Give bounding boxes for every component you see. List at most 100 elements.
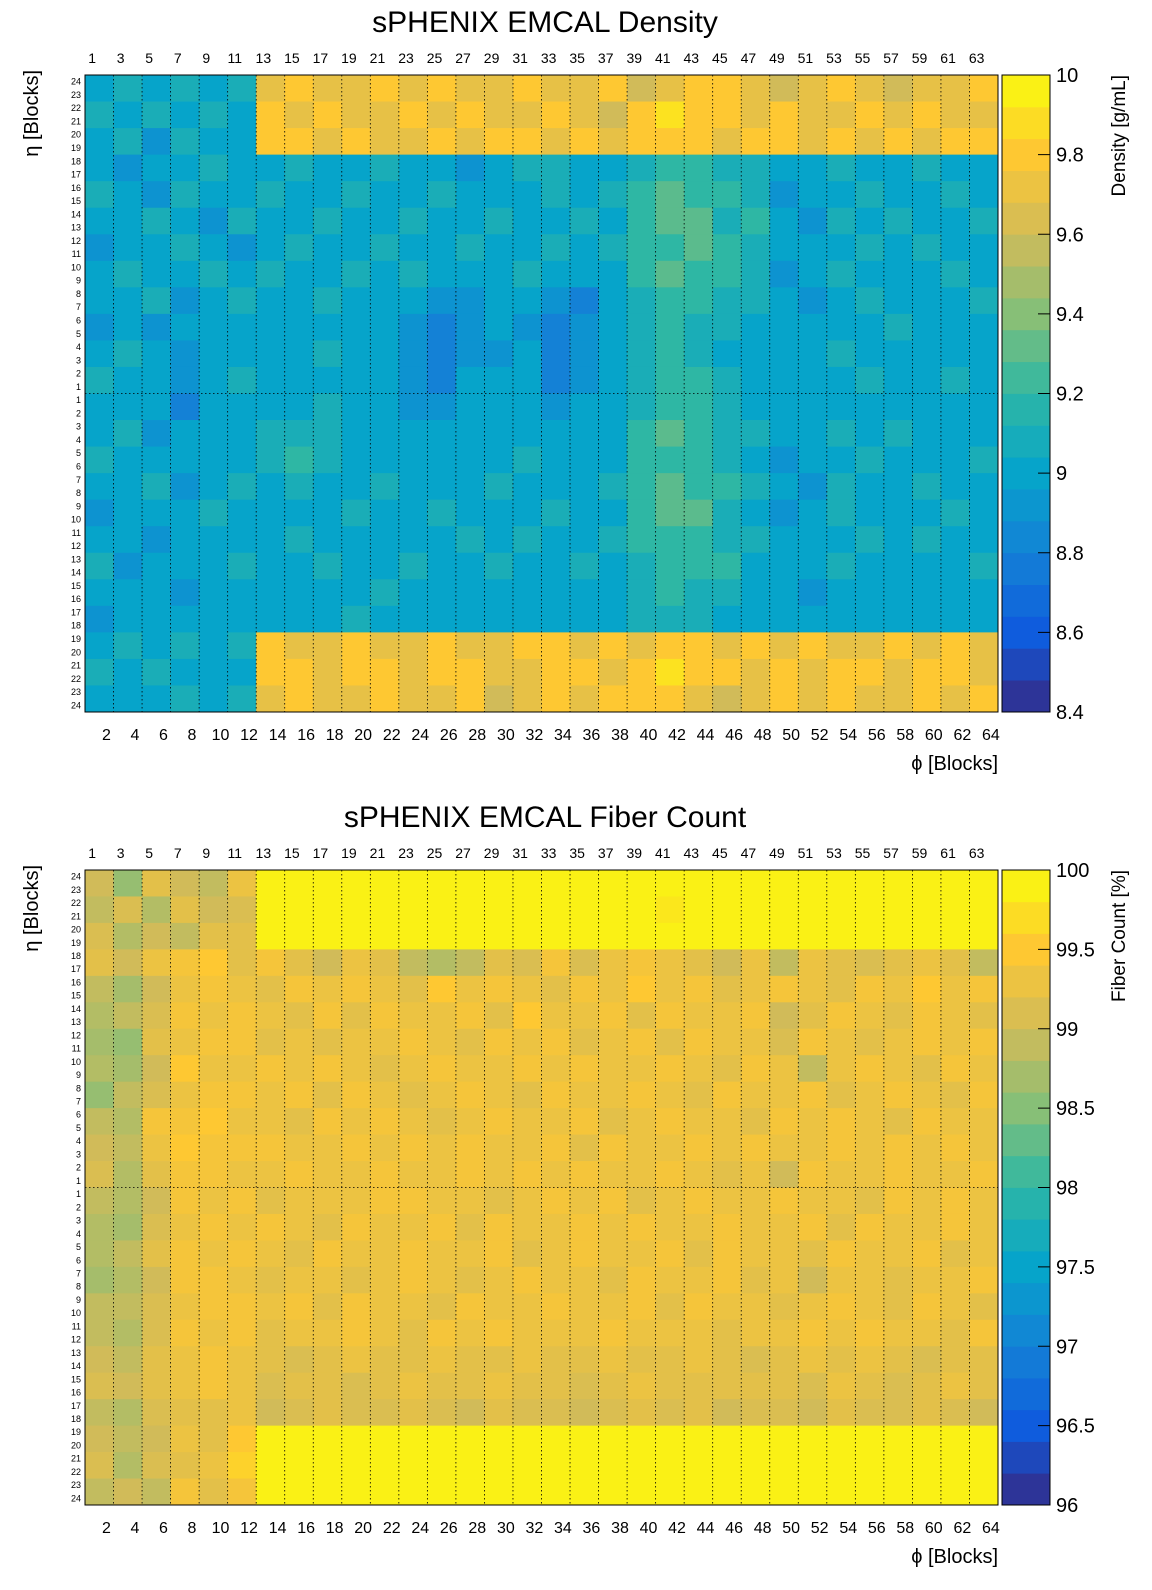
heatmap-cell	[940, 658, 970, 686]
heatmap-cell	[256, 1187, 286, 1215]
heatmap-cell	[940, 1108, 970, 1135]
heatmap-cell	[512, 101, 542, 129]
heatmap-cell	[227, 896, 257, 924]
heatmap-cell	[655, 685, 685, 713]
heatmap-cell	[912, 1081, 942, 1109]
heatmap-cell	[826, 446, 856, 474]
heatmap-cell	[940, 1081, 970, 1109]
heatmap-cell	[655, 1425, 685, 1453]
heatmap-cell	[684, 1240, 714, 1268]
heatmap-cell	[798, 922, 828, 950]
heatmap-cell	[170, 420, 200, 447]
heatmap-cell	[798, 552, 828, 580]
heatmap-cell	[227, 1478, 257, 1506]
heatmap-cell	[598, 526, 628, 554]
heatmap-cell	[655, 234, 685, 262]
heatmap-cell	[199, 1266, 229, 1294]
heatmap-cell	[798, 234, 828, 262]
heatmap-cell	[256, 473, 286, 501]
heatmap-cell	[256, 1161, 286, 1188]
heatmap-cell	[769, 313, 799, 341]
colorbar-tick-label: 9.6	[1056, 224, 1084, 246]
colorbar-band	[1002, 361, 1050, 394]
x-bottom-tick-label: 44	[697, 727, 715, 744]
heatmap-cell	[769, 870, 799, 897]
heatmap-cell	[341, 1346, 371, 1374]
heatmap-cell	[969, 1293, 999, 1321]
heatmap-cell	[655, 1346, 685, 1374]
y-tick-label: 12	[71, 1030, 81, 1040]
heatmap-cell	[341, 101, 371, 129]
heatmap-cell	[826, 101, 856, 129]
x-top-tick-label: 27	[455, 845, 471, 861]
heatmap-cell	[541, 949, 571, 977]
heatmap-cell	[256, 420, 286, 447]
heatmap-cell	[427, 975, 457, 1003]
heatmap-cell	[142, 287, 171, 315]
heatmap-cell	[85, 260, 114, 288]
heatmap-cell	[598, 446, 628, 474]
heatmap-cell	[826, 1372, 856, 1400]
heatmap-cell	[741, 287, 771, 315]
heatmap-cell	[341, 1478, 371, 1506]
heatmap-cell	[427, 1161, 457, 1188]
heatmap-cell	[541, 1452, 571, 1479]
y-tick-label: 11	[72, 528, 81, 538]
colorbar-band	[1002, 1124, 1050, 1157]
heatmap-cell	[512, 473, 542, 501]
heatmap-cell	[256, 1399, 286, 1427]
heatmap-cell	[256, 1266, 286, 1294]
heatmap-cell	[855, 1452, 885, 1479]
heatmap-cell	[398, 446, 428, 474]
heatmap-cell	[712, 896, 742, 924]
heatmap-cell	[313, 1161, 343, 1188]
heatmap-cell	[256, 128, 286, 156]
heatmap-cell	[570, 1108, 599, 1135]
heatmap-cell	[769, 1425, 799, 1453]
heatmap-cell	[655, 128, 685, 156]
heatmap-cell	[199, 313, 229, 341]
heatmap-cell	[741, 1372, 771, 1400]
heatmap-cell	[912, 313, 942, 341]
heatmap-cell	[684, 446, 714, 474]
heatmap-cell	[883, 420, 913, 447]
heatmap-cell	[199, 1161, 229, 1188]
heatmap-cell	[855, 1187, 885, 1215]
heatmap-cell	[769, 340, 799, 368]
heatmap-cell	[113, 526, 143, 554]
heatmap-cell	[85, 1028, 114, 1056]
x-bottom-tick-label: 54	[839, 1520, 857, 1537]
heatmap-cell	[427, 1134, 457, 1162]
heatmap-cell	[855, 420, 885, 447]
heatmap-cell	[170, 75, 200, 102]
heatmap-cell	[769, 552, 799, 580]
heatmap-cell	[170, 1319, 200, 1347]
y-tick-label: 8	[76, 1083, 81, 1093]
heatmap-cell	[199, 260, 229, 288]
plot-frame	[84, 74, 999, 713]
heatmap-cell	[398, 75, 428, 102]
heatmap-cell	[170, 207, 200, 235]
heatmap-cell	[341, 420, 371, 447]
heatmap-cell	[541, 1213, 571, 1241]
heatmap-cell	[570, 1240, 599, 1268]
heatmap-cell	[684, 949, 714, 977]
heatmap-cell	[912, 552, 942, 580]
heatmap-cell	[712, 234, 742, 262]
heatmap-cell	[883, 1187, 913, 1215]
heatmap-cell	[741, 101, 771, 129]
heatmap-cell	[85, 1161, 114, 1188]
heatmap-cell	[940, 499, 970, 527]
heatmap-cell	[370, 313, 400, 341]
heatmap-cell	[455, 1293, 485, 1321]
heatmap-cell	[883, 101, 913, 129]
heatmap-cell	[427, 605, 457, 633]
x-bottom-tick-label: 20	[354, 727, 372, 744]
heatmap-cell	[142, 658, 171, 686]
heatmap-cell	[826, 181, 856, 209]
heatmap-cell	[741, 605, 771, 633]
heatmap-cell	[370, 287, 400, 315]
colorbar-tick-label: 98	[1056, 1178, 1078, 1200]
heatmap-cell	[256, 260, 286, 288]
heatmap-cell	[341, 526, 371, 554]
